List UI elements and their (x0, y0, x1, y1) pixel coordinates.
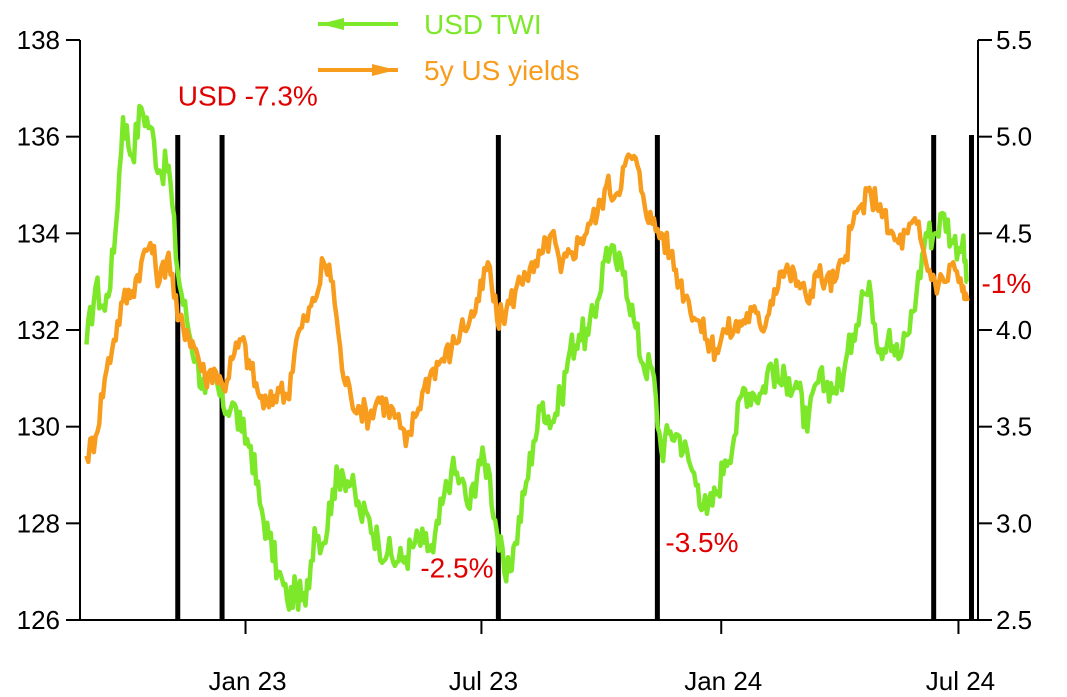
series-lines (84, 103, 970, 612)
annotations: USD -7.3% -2.5% -3.5% -1% (178, 80, 1032, 583)
series-line-usd-twi (84, 103, 969, 612)
event-markers (175, 135, 974, 620)
legend-label: 5y US yields (424, 55, 580, 86)
right-tick-label: 3.0 (996, 508, 1032, 538)
series-line-5y-us-yields (84, 152, 970, 465)
axes: 126 128 130 132 134 136 138 2.5 3.0 3.5 4.0 4.5 5.0 5… (17, 25, 1033, 696)
x-tick-label: Jan 24 (684, 666, 762, 696)
right-tick-label: 2.5 (996, 605, 1032, 635)
left-tick-label: 128 (17, 508, 60, 538)
left-tick-label: 136 (17, 122, 60, 152)
x-tick-label: Jul 23 (449, 666, 518, 696)
change-annotation: -1% (981, 268, 1031, 299)
left-tick-label: 130 (17, 412, 60, 442)
change-annotation: USD -7.3% (178, 80, 318, 111)
arrow-right-icon (372, 64, 396, 76)
x-tick-label: Jul 24 (926, 666, 995, 696)
legend-label: USD TWI (424, 9, 542, 40)
right-tick-label: 4.5 (996, 218, 1032, 248)
change-annotation: -2.5% (420, 553, 493, 584)
left-tick-label: 126 (17, 605, 60, 635)
left-tick-label: 132 (17, 315, 60, 345)
right-tick-label: 5.5 (996, 25, 1032, 55)
arrow-left-icon (320, 18, 344, 30)
left-tick-label: 134 (17, 218, 60, 248)
x-tick-label: Jan 23 (208, 666, 286, 696)
left-tick-label: 138 (17, 25, 60, 55)
legend: USD TWI 5y US yields (318, 9, 580, 86)
right-tick-label: 3.5 (996, 412, 1032, 442)
right-tick-label: 5.0 (996, 122, 1032, 152)
change-annotation: -3.5% (665, 527, 738, 558)
right-tick-label: 4.0 (996, 315, 1032, 345)
